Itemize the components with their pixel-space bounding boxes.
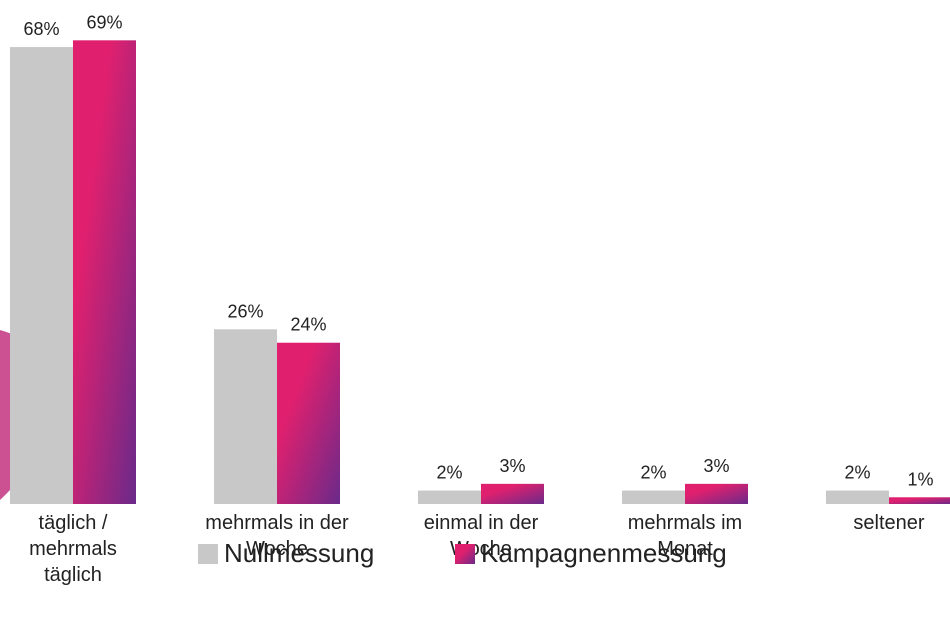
bar bbox=[889, 497, 950, 504]
value-label: 2% bbox=[844, 463, 870, 483]
value-label: 69% bbox=[86, 12, 122, 32]
value-label: 24% bbox=[290, 315, 326, 335]
value-label: 1% bbox=[907, 469, 933, 489]
bar bbox=[277, 342, 340, 504]
bar bbox=[622, 490, 685, 504]
value-label: 2% bbox=[436, 463, 462, 483]
value-label: 3% bbox=[703, 456, 729, 476]
legend-item: Nullmessung bbox=[198, 538, 374, 569]
value-label: 26% bbox=[227, 301, 263, 321]
legend-swatch bbox=[198, 543, 218, 564]
value-label: 3% bbox=[499, 456, 525, 476]
x-tick-label: mehrmals in der Woche bbox=[205, 512, 349, 560]
bar bbox=[10, 47, 73, 504]
value-label: 2% bbox=[640, 463, 666, 483]
bar bbox=[826, 490, 889, 504]
x-tick-label: mehrmals im Monat bbox=[627, 512, 743, 560]
legend-label: Kampagnenmessung bbox=[481, 538, 727, 568]
bar bbox=[418, 490, 481, 504]
legend-label: Nullmessung bbox=[224, 538, 375, 568]
bar bbox=[685, 483, 748, 504]
x-tick-label: täglich / mehrmals täglich bbox=[29, 512, 117, 586]
bar bbox=[214, 329, 277, 504]
bar bbox=[481, 483, 544, 504]
x-tick-label: seltener bbox=[853, 512, 925, 534]
legend-swatch bbox=[455, 543, 475, 564]
x-tick-label: einmal in der Woche bbox=[423, 512, 539, 560]
value-label: 68% bbox=[23, 19, 59, 39]
legend-item: Kampagnenmessung bbox=[455, 538, 727, 569]
bar bbox=[73, 40, 136, 504]
